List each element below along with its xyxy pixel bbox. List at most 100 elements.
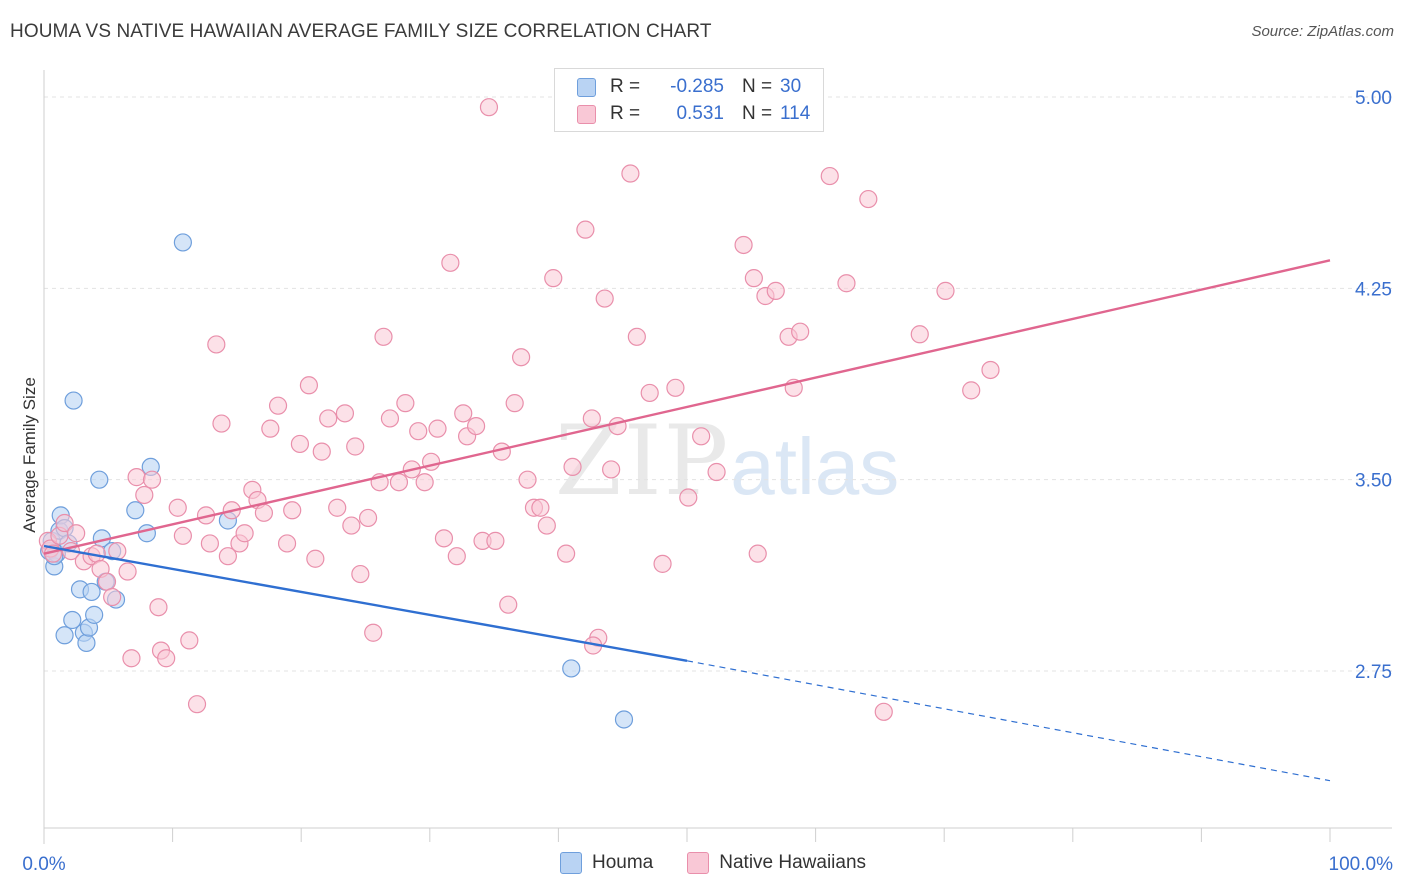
- r-label: R =: [610, 103, 641, 124]
- houma-trend-line: [43, 544, 688, 662]
- native-point: [748, 544, 767, 563]
- native-point: [173, 526, 192, 545]
- native-point: [653, 554, 672, 573]
- native-point: [312, 442, 331, 461]
- native-point: [335, 404, 355, 423]
- native-point: [428, 419, 447, 438]
- native-point: [180, 631, 199, 650]
- native-point: [268, 396, 288, 415]
- native-point: [837, 274, 856, 293]
- native-point: [351, 564, 370, 584]
- native-point: [212, 414, 231, 433]
- n-value: 30: [780, 76, 802, 97]
- native-point: [734, 235, 753, 255]
- native-point: [200, 534, 219, 553]
- native-point: [874, 702, 893, 721]
- chart-title: HOUMA VS NATIVE HAWAIIAN AVERAGE FAMILY …: [10, 21, 712, 42]
- native-point: [261, 419, 280, 438]
- houma-point: [562, 659, 581, 678]
- watermark: ZIPatlas: [555, 405, 899, 517]
- grid-lines: [44, 96, 1392, 672]
- native-point: [441, 253, 460, 272]
- native-point: [679, 488, 698, 507]
- native-point: [290, 434, 310, 454]
- native-point: [563, 457, 582, 477]
- native-point: [396, 394, 415, 413]
- native-point: [187, 695, 207, 714]
- native-point: [342, 516, 361, 535]
- native-point: [306, 549, 325, 568]
- native-swatch: [577, 104, 596, 124]
- native-point: [666, 378, 685, 397]
- native-point: [447, 547, 466, 566]
- native-point: [142, 470, 162, 489]
- legend-item-native[interactable]: Native Hawaiians: [687, 852, 866, 874]
- legend-row-houma: R = -0.285 N = 30: [577, 75, 801, 99]
- native-point: [627, 327, 646, 346]
- native-point: [103, 587, 122, 607]
- native-point: [328, 498, 347, 517]
- correlation-legend: R = -0.285 N = 30 R = 0.531 N = 114: [554, 68, 824, 132]
- houma-point: [55, 626, 74, 645]
- native-point: [544, 269, 563, 288]
- native-point: [122, 649, 141, 668]
- native-point: [518, 470, 537, 489]
- native-point: [512, 348, 531, 367]
- native-point: [962, 381, 981, 400]
- native-point: [595, 289, 614, 308]
- native-point: [364, 623, 383, 642]
- axes: [43, 70, 1392, 844]
- native-point: [910, 325, 929, 344]
- native-point: [486, 531, 505, 550]
- native-point: [576, 220, 595, 239]
- houma-point: [126, 501, 145, 520]
- houma-point: [77, 633, 96, 653]
- native-point: [621, 164, 640, 183]
- native-point: [981, 360, 1000, 380]
- r-label: R =: [610, 76, 641, 97]
- native-point: [299, 376, 319, 395]
- native-point: [640, 383, 659, 403]
- native-point: [127, 468, 146, 487]
- native-point: [149, 598, 168, 617]
- native-point: [389, 473, 409, 492]
- x-tick-label-max: 100.0%: [1329, 854, 1394, 875]
- houma-point: [173, 233, 192, 252]
- native-point: [608, 416, 627, 436]
- native-point: [791, 322, 810, 341]
- native-point: [277, 534, 297, 553]
- houma-point: [63, 610, 82, 630]
- houma-trend-extension: [686, 660, 1331, 782]
- y-tick-label: 4.25: [1355, 279, 1392, 300]
- houma-point: [137, 524, 156, 543]
- native-point: [582, 409, 601, 428]
- native-point: [505, 394, 524, 413]
- y-tick-label: 3.50: [1355, 471, 1392, 492]
- series-legend: Houma Native Hawaiians: [560, 852, 900, 874]
- native-point: [499, 595, 518, 614]
- native-point: [557, 544, 576, 563]
- houma-point: [90, 470, 109, 489]
- watermark-atlas: atlas: [730, 422, 900, 511]
- native-point: [537, 516, 556, 535]
- native-point: [766, 281, 785, 300]
- native-point: [466, 416, 486, 436]
- native-point: [254, 503, 274, 522]
- x-tick-label-min: 0.0%: [22, 854, 65, 875]
- watermark-zip: ZIP: [555, 405, 731, 517]
- native-trend-line: [43, 259, 1331, 555]
- y-tick-label: 2.75: [1355, 662, 1392, 683]
- native-point: [409, 422, 428, 441]
- native-point: [479, 98, 499, 117]
- legend-label-native: Native Hawaiians: [719, 852, 867, 873]
- houma-point: [64, 391, 83, 410]
- legend-item-houma[interactable]: Houma: [560, 852, 653, 874]
- y-axis-label: Average Family Size: [20, 377, 39, 533]
- native-point: [820, 166, 839, 186]
- houma-swatch: [560, 852, 582, 874]
- native-point: [207, 335, 226, 354]
- native-point: [415, 473, 434, 492]
- native-point: [380, 409, 400, 428]
- native-point: [118, 562, 137, 581]
